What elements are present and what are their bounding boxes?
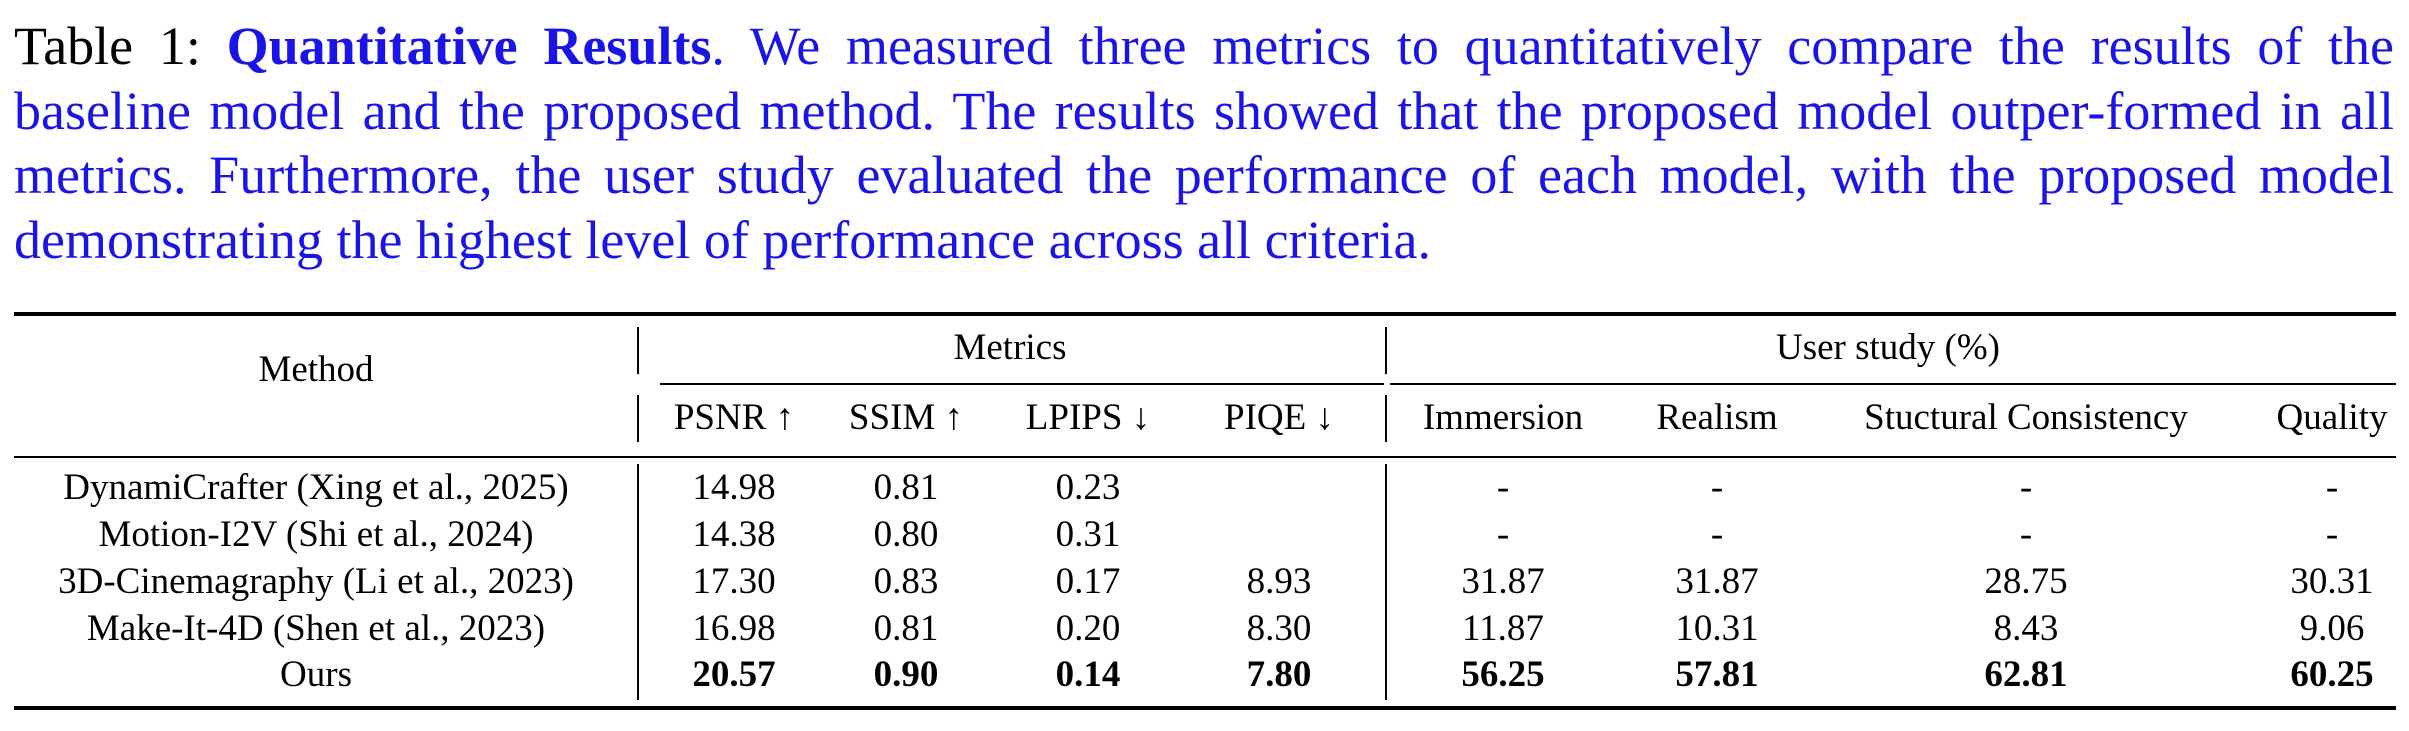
table-cell: 7.80 bbox=[1246, 654, 1312, 695]
table-cell: 10.31 bbox=[1675, 608, 1759, 649]
column-header: Stuctural Consistency bbox=[1864, 397, 2188, 438]
table-cell: 57.81 bbox=[1675, 654, 1759, 695]
table-cell: 11.87 bbox=[1462, 608, 1544, 649]
vbar-header-metrics-1 bbox=[1385, 327, 1387, 374]
caption-label: Table 1: bbox=[14, 16, 201, 76]
table-cell: 8.93 bbox=[1246, 561, 1312, 602]
table-cell: 14.98 bbox=[692, 467, 776, 508]
table-cell: 8.30 bbox=[1246, 608, 1312, 649]
table-cell: 0.20 bbox=[1055, 608, 1121, 649]
vbar-header-metrics-2 bbox=[1385, 395, 1387, 442]
table-cell: 0.81 bbox=[873, 467, 939, 508]
column-header: PIQE ↓ bbox=[1224, 397, 1334, 438]
table-cell: - bbox=[1496, 467, 1510, 508]
table-cell: 0.81 bbox=[873, 608, 939, 649]
user-study-group-rule bbox=[1390, 383, 2396, 385]
column-header: SSIM ↑ bbox=[848, 397, 964, 438]
top-rule bbox=[14, 312, 2396, 316]
user-study-group-header: User study (%) bbox=[1775, 327, 2001, 368]
table-cell: 56.25 bbox=[1461, 654, 1545, 695]
table-cell: - bbox=[1496, 514, 1510, 555]
row-method: DynamiCrafter (Xing et al., 2025) bbox=[63, 467, 569, 508]
table-cell: 8.43 bbox=[1993, 608, 2059, 649]
table-cell: - bbox=[1710, 514, 1724, 555]
caption-title: Quantitative Results bbox=[226, 16, 712, 76]
vbar-header-method-2 bbox=[637, 395, 639, 442]
metrics-group-header: Metrics bbox=[953, 327, 1067, 368]
header-rule bbox=[14, 456, 2396, 458]
row-method: Make-It-4D (Shen et al., 2023) bbox=[86, 608, 546, 649]
bottom-rule bbox=[14, 706, 2396, 710]
table-cell: - bbox=[1710, 467, 1724, 508]
row-method: 3D-Cinemagraphy (Li et al., 2023) bbox=[58, 561, 574, 602]
vbar-body-method bbox=[637, 464, 639, 700]
table-cell: 9.06 bbox=[2299, 608, 2365, 649]
table-cell: 20.57 bbox=[692, 654, 776, 695]
table-cell: 0.83 bbox=[873, 561, 939, 602]
caption-text: . We measured three metrics to quantitat… bbox=[14, 16, 2395, 270]
vbar-header-method-1 bbox=[637, 327, 639, 374]
table-cell: 31.87 bbox=[1461, 561, 1545, 602]
table-cell: 30.31 bbox=[2290, 561, 2374, 602]
table-cell: 0.80 bbox=[873, 514, 939, 555]
table-cell: 62.81 bbox=[1984, 654, 2068, 695]
table-cell: - bbox=[2019, 467, 2033, 508]
row-method: Ours bbox=[280, 654, 352, 695]
table-cell: 60.25 bbox=[2290, 654, 2374, 695]
column-header: LPIPS ↓ bbox=[1025, 397, 1151, 438]
table-cell: 16.98 bbox=[692, 608, 776, 649]
column-header: Immersion bbox=[1422, 397, 1584, 438]
table-cell: 28.75 bbox=[1984, 561, 2068, 602]
table-cell: 0.31 bbox=[1055, 514, 1121, 555]
table-cell: - bbox=[2019, 514, 2033, 555]
table-caption: Table 1: Quantitative Results. We measur… bbox=[14, 14, 2394, 272]
table-cell: 17.30 bbox=[692, 561, 776, 602]
metrics-group-rule bbox=[660, 383, 1384, 385]
table-cell: - bbox=[2325, 467, 2339, 508]
column-header: Realism bbox=[1656, 397, 1778, 438]
table-cell: 0.14 bbox=[1055, 654, 1121, 695]
table-cell: 14.38 bbox=[692, 514, 776, 555]
column-header: Quality bbox=[2276, 397, 2388, 438]
vbar-body-metrics bbox=[1385, 464, 1387, 700]
table-cell: 31.87 bbox=[1675, 561, 1759, 602]
table-cell: - bbox=[2325, 514, 2339, 555]
table-cell: 0.17 bbox=[1055, 561, 1121, 602]
table-cell: 0.90 bbox=[873, 654, 939, 695]
row-method: Motion-I2V (Shi et al., 2024) bbox=[98, 514, 534, 555]
method-header: Method bbox=[258, 349, 374, 390]
table-cell: 0.23 bbox=[1055, 467, 1121, 508]
column-header: PSNR ↑ bbox=[673, 397, 795, 438]
